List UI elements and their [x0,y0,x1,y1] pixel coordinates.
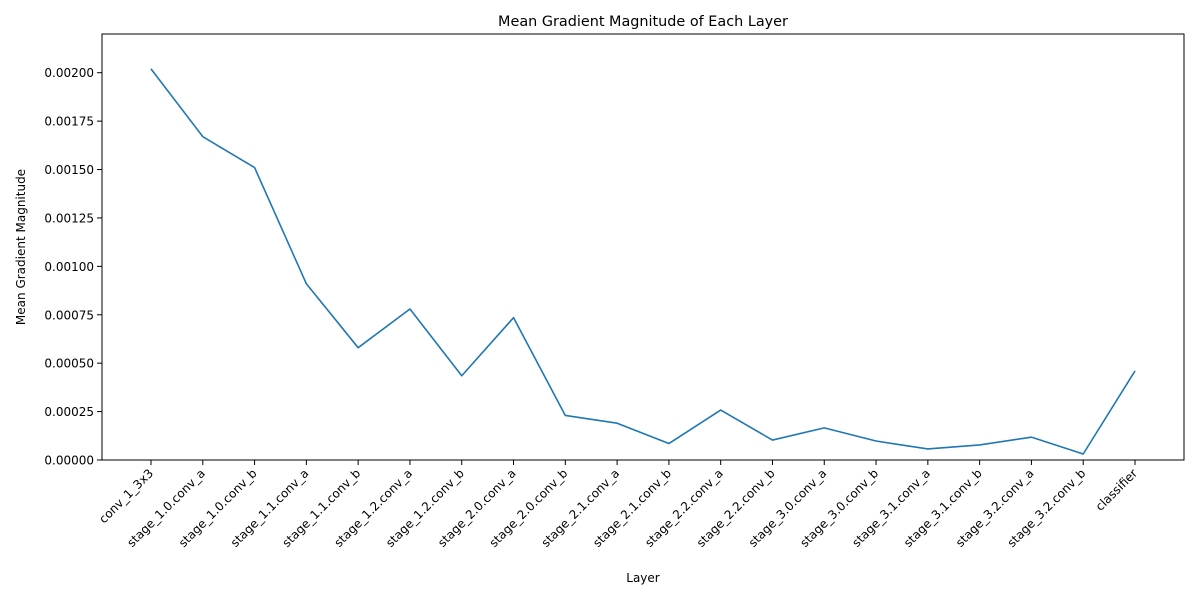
data-point [512,316,515,319]
data-point [616,422,619,425]
data-point [771,439,774,442]
y-tick-label: 0.00150 [44,163,94,177]
data-point [719,409,722,412]
data-point [1134,369,1137,372]
data-point [305,282,308,285]
data-point [823,426,826,429]
y-tick-label: 0.00050 [44,357,94,371]
x-tick-label: classifier [1093,466,1140,513]
data-point [564,414,567,417]
y-tick-label: 0.00175 [44,115,94,129]
data-point [150,67,153,70]
data-point [667,442,670,445]
data-point [926,447,929,450]
data-point [1082,452,1085,455]
y-tick-label: 0.00200 [44,66,94,80]
data-point [253,166,256,169]
y-tick-label: 0.00025 [44,405,94,419]
data-point [978,443,981,446]
y-tick-label: 0.00000 [44,454,94,468]
x-axis-label: Layer [626,571,660,585]
series-line [150,68,1136,455]
series-layer [150,67,1137,455]
y-axis-label: Mean Gradient Magnitude [14,169,28,325]
data-point [357,346,360,349]
chart-title: Mean Gradient Magnitude of Each Layer [498,14,788,30]
plot-frame [101,33,1185,461]
data-point [875,440,878,443]
data-point [1030,436,1033,439]
y-tick-label: 0.00100 [44,260,94,274]
x-axis-ticks: conv_1_3x3stage_1.0.conv_astage_1.0.conv… [96,460,1140,550]
data-point [460,374,463,377]
data-point [201,135,204,138]
data-point [408,307,411,310]
y-tick-label: 0.00075 [44,308,94,322]
y-tick-label: 0.00125 [44,211,94,225]
y-axis-ticks: 0.00000 0.00025 0.00050 0.00075 0.00100 0.001… [44,66,102,468]
